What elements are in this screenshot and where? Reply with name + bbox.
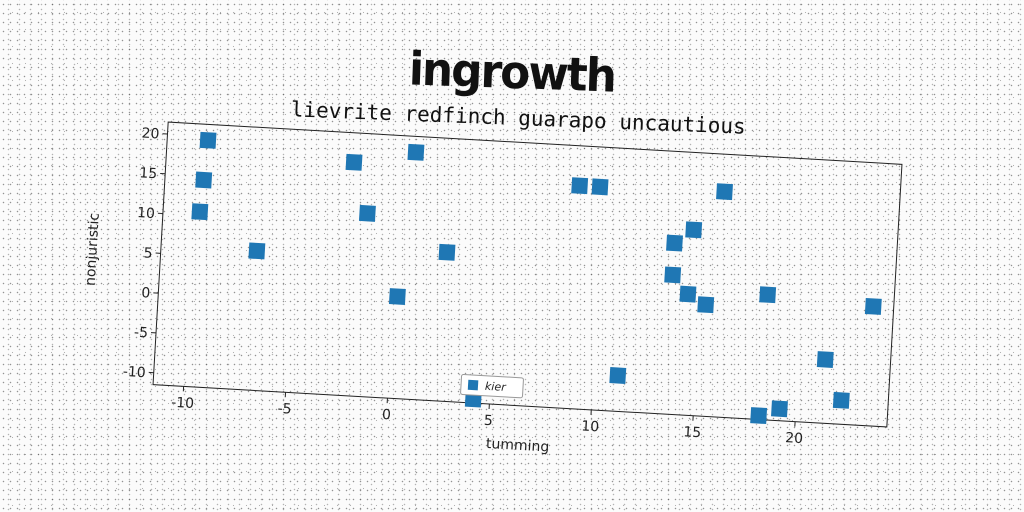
data-point bbox=[697, 296, 715, 314]
data-point bbox=[609, 367, 627, 384]
y-tick-label: -10 bbox=[122, 364, 146, 381]
x-tick-label: -10 bbox=[171, 395, 195, 412]
data-point bbox=[571, 177, 589, 195]
data-point bbox=[750, 407, 768, 425]
x-tick-label: -5 bbox=[277, 401, 292, 418]
data-point bbox=[438, 243, 456, 261]
x-tick-label: 10 bbox=[581, 418, 600, 435]
y-tick-label: 20 bbox=[141, 126, 160, 143]
x-tick-label: 20 bbox=[785, 430, 804, 447]
data-point bbox=[664, 266, 682, 284]
plot-frame bbox=[152, 121, 903, 428]
y-tick-label: 10 bbox=[137, 205, 156, 222]
data-point bbox=[388, 288, 406, 305]
y-axis-label: nonjuristic bbox=[83, 212, 103, 286]
data-point bbox=[191, 203, 209, 221]
x-tick-label: 0 bbox=[382, 407, 392, 423]
x-axis-label: tumming bbox=[486, 436, 550, 456]
y-tick-label: 0 bbox=[141, 285, 151, 301]
x-tick-label: 15 bbox=[683, 424, 702, 441]
data-point bbox=[407, 143, 425, 161]
data-point bbox=[345, 153, 363, 171]
data-point bbox=[679, 285, 697, 303]
chart-subtitle: lievrite redfinch guarapo uncautious bbox=[290, 97, 746, 138]
data-point bbox=[195, 171, 213, 189]
y-tick-label: -5 bbox=[134, 325, 149, 342]
plot-group: -10 -5 0 5 10 15 20 20 15 10 5 0 -5 -10 tumming nonjuri… bbox=[83, 121, 903, 456]
data-point bbox=[832, 391, 850, 409]
data-point bbox=[358, 204, 376, 222]
data-point bbox=[248, 242, 266, 260]
legend-marker bbox=[467, 379, 479, 391]
data-point bbox=[816, 351, 834, 368]
legend-label: kier bbox=[485, 380, 508, 394]
data-point bbox=[864, 297, 882, 315]
data-point bbox=[666, 234, 683, 252]
data-point bbox=[685, 221, 703, 239]
data-point bbox=[771, 400, 788, 418]
data-point bbox=[591, 178, 609, 196]
y-tick-label: 5 bbox=[143, 245, 153, 261]
data-point bbox=[199, 131, 217, 149]
y-tick-label: 15 bbox=[139, 165, 158, 182]
data-point bbox=[759, 286, 777, 304]
x-tick-label: 5 bbox=[483, 413, 493, 429]
data-point bbox=[716, 183, 733, 201]
